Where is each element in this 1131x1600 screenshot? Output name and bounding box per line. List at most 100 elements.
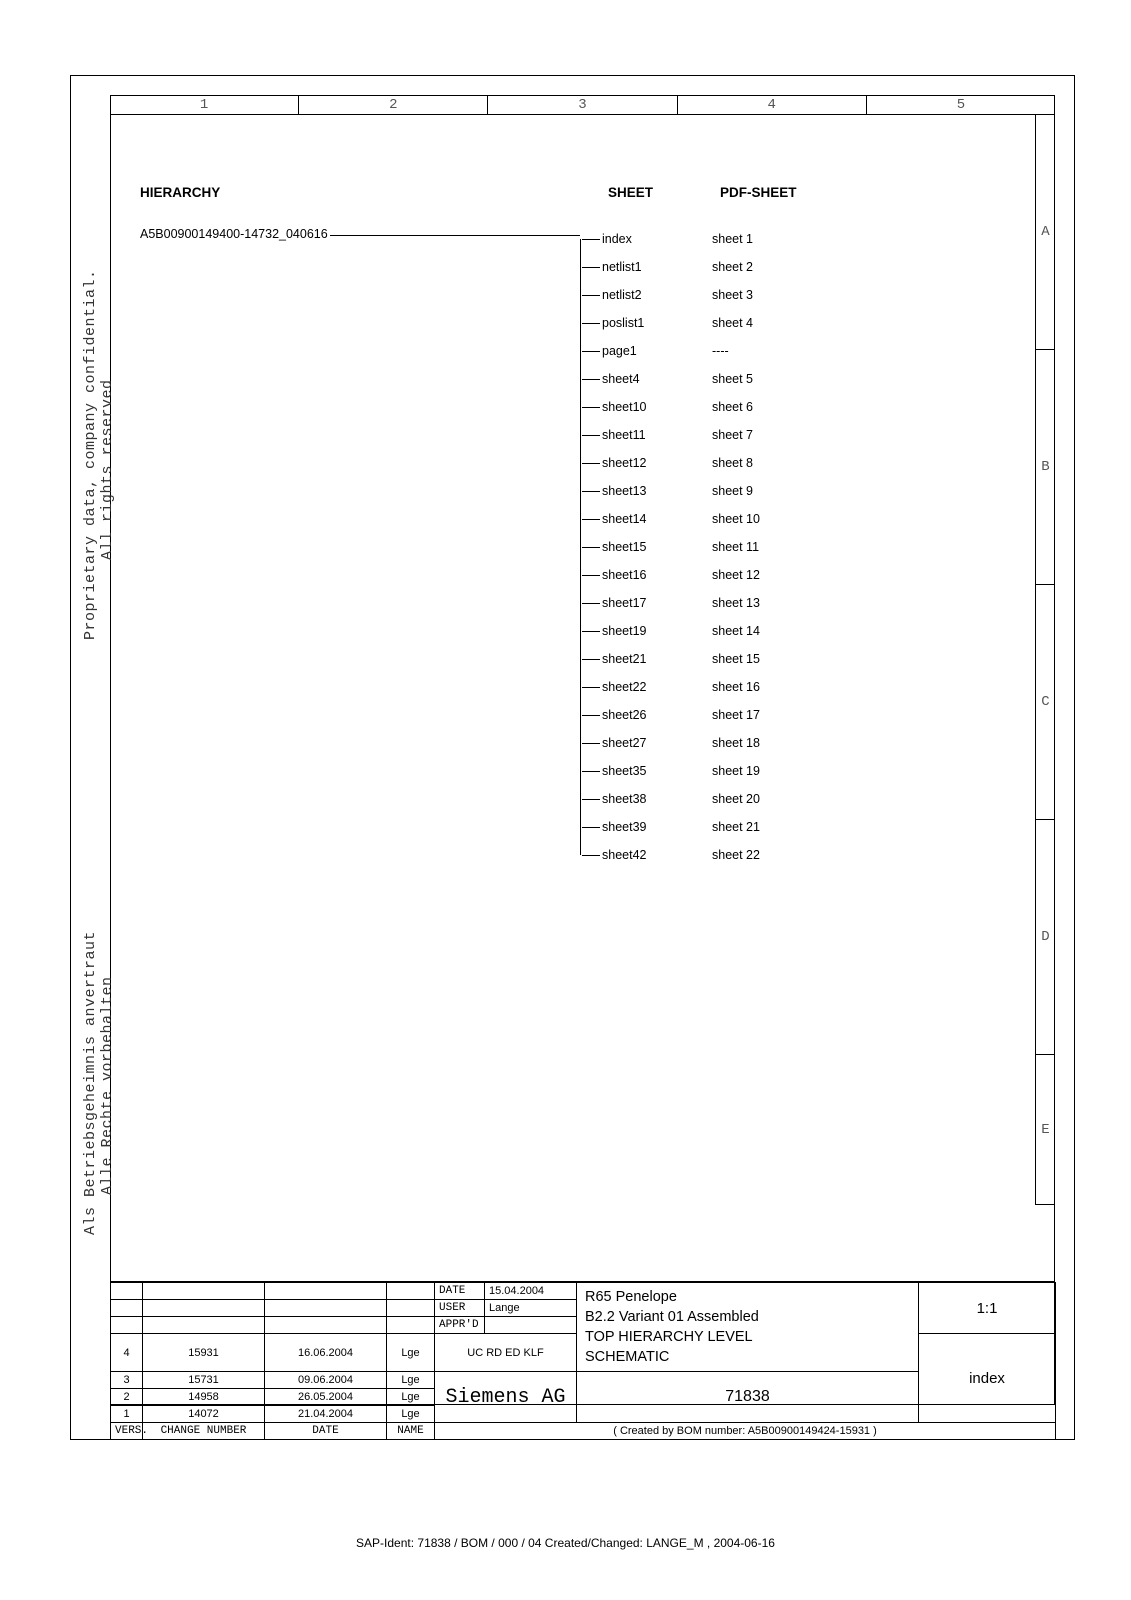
tree-tick (582, 827, 600, 828)
tree-sheet: sheet35 (602, 757, 712, 785)
tree-row: poslist1sheet 4 (602, 309, 760, 337)
company: Siemens AG (435, 1372, 577, 1423)
tree-pdf: sheet 20 (712, 785, 760, 813)
tree-tick (582, 715, 600, 716)
row-A: A (1035, 115, 1055, 350)
tree-tick (582, 771, 600, 772)
tree-pdf: sheet 13 (712, 589, 760, 617)
title-line1: R65 Penelope (585, 1287, 910, 1307)
side-text-de-line1: Als Betriebsgeheimnis anvertraut (82, 931, 99, 1235)
hdr-name: NAME (387, 1423, 435, 1440)
tree-pdf: sheet 10 (712, 505, 760, 533)
tree-pdf: sheet 2 (712, 253, 753, 281)
rev-v: 3 (111, 1372, 143, 1389)
tree-row: netlist2sheet 3 (602, 281, 760, 309)
column-ruler: 12345 (110, 95, 1055, 115)
tree-sheet: index (602, 225, 712, 253)
tree-pdf: sheet 22 (712, 841, 760, 869)
header-pdf: PDF-SHEET (720, 185, 797, 200)
title-line3: TOP HIERARCHY LEVEL (585, 1327, 910, 1347)
tree-tick (582, 379, 600, 380)
dept: UC RD ED KLF (435, 1334, 577, 1372)
rev-num: 14958 (143, 1389, 265, 1406)
tree-pdf: sheet 3 (712, 281, 753, 309)
doc-number: 71838 (577, 1372, 919, 1423)
rev-date: 16.06.2004 (265, 1334, 387, 1372)
value-user: Lange (485, 1300, 577, 1317)
tree-vertical-line (580, 239, 581, 855)
tree-row: sheet21sheet 15 (602, 645, 760, 673)
tree-row: sheet17sheet 13 (602, 589, 760, 617)
col-1: 1 (110, 95, 299, 114)
tree-pdf: sheet 16 (712, 673, 760, 701)
label-user: USER (435, 1300, 485, 1317)
rev-num: 15931 (143, 1334, 265, 1372)
row-D: D (1035, 820, 1055, 1055)
title-block: DATE 15.04.2004 R65 Penelope B2.2 Varian… (110, 1281, 1055, 1440)
row-C: C (1035, 585, 1055, 820)
tree-tick (582, 687, 600, 688)
col-2: 2 (299, 95, 488, 114)
tree-sheet: sheet13 (602, 477, 712, 505)
tree-tick (582, 575, 600, 576)
tree-sheet: poslist1 (602, 309, 712, 337)
tree-sheet: netlist1 (602, 253, 712, 281)
tree-sheet: sheet39 (602, 813, 712, 841)
rev-v: 1 (111, 1406, 143, 1423)
tree-sheet: sheet27 (602, 729, 712, 757)
rev-date: 21.04.2004 (265, 1406, 387, 1423)
tree-tick (582, 519, 600, 520)
tree-row: sheet14sheet 10 (602, 505, 760, 533)
tree-pdf: sheet 19 (712, 757, 760, 785)
engineering-drawing-page: 12345 ABCDE Proprietary data, company co… (0, 0, 1131, 1600)
tree-row: sheet38sheet 20 (602, 785, 760, 813)
tree-tick (582, 659, 600, 660)
tree-row: sheet27sheet 18 (602, 729, 760, 757)
root-node: A5B00900149400-14732_040616 (140, 227, 328, 241)
tree-sheet: sheet17 (602, 589, 712, 617)
tree-pdf: sheet 7 (712, 421, 753, 449)
tree-pdf: sheet 6 (712, 393, 753, 421)
tree-pdf: sheet 14 (712, 617, 760, 645)
tree-tick (582, 323, 600, 324)
tree-row: sheet11sheet 7 (602, 421, 760, 449)
tree-row: sheet19sheet 14 (602, 617, 760, 645)
tree-row: sheet13sheet 9 (602, 477, 760, 505)
tree-pdf: ---- (712, 337, 729, 365)
tree-pdf: sheet 11 (712, 533, 759, 561)
tree-tick (582, 631, 600, 632)
tree-sheet: sheet42 (602, 841, 712, 869)
rev-name: Lge (387, 1334, 435, 1372)
rev-date: 26.05.2004 (265, 1389, 387, 1406)
tree-sheet: sheet14 (602, 505, 712, 533)
tree-row: sheet35sheet 19 (602, 757, 760, 785)
inner-frame (110, 95, 1055, 1405)
hdr-change: CHANGE NUMBER (143, 1423, 265, 1440)
tree-sheet: netlist2 (602, 281, 712, 309)
tree-tick (582, 351, 600, 352)
tree-pdf: sheet 4 (712, 309, 753, 337)
tree-row: netlist1sheet 2 (602, 253, 760, 281)
label-date: DATE (435, 1283, 485, 1300)
tree-pdf: sheet 8 (712, 449, 753, 477)
title-line4: SCHEMATIC (585, 1347, 910, 1367)
label-apprd: APPR'D (435, 1317, 485, 1334)
tree-tick (582, 239, 600, 240)
tree-row: sheet16sheet 12 (602, 561, 760, 589)
tree-tick (582, 743, 600, 744)
rev-num: 14072 (143, 1406, 265, 1423)
tree-sheet: page1 (602, 337, 712, 365)
tree-tick (582, 295, 600, 296)
rev-name: Lge (387, 1372, 435, 1389)
tree-pdf: sheet 15 (712, 645, 760, 673)
header-sheet: SHEET (608, 185, 653, 200)
tree-sheet: sheet38 (602, 785, 712, 813)
row-ruler: ABCDE (1035, 115, 1055, 1205)
tree-sheet: sheet10 (602, 393, 712, 421)
drawing-title: R65 Penelope B2.2 Variant 01 Assembled T… (577, 1283, 919, 1372)
rev-num: 15731 (143, 1372, 265, 1389)
row-E: E (1035, 1055, 1055, 1205)
scale: 1:1 (919, 1283, 1056, 1334)
col-5: 5 (867, 95, 1055, 114)
tree-tick (582, 547, 600, 548)
